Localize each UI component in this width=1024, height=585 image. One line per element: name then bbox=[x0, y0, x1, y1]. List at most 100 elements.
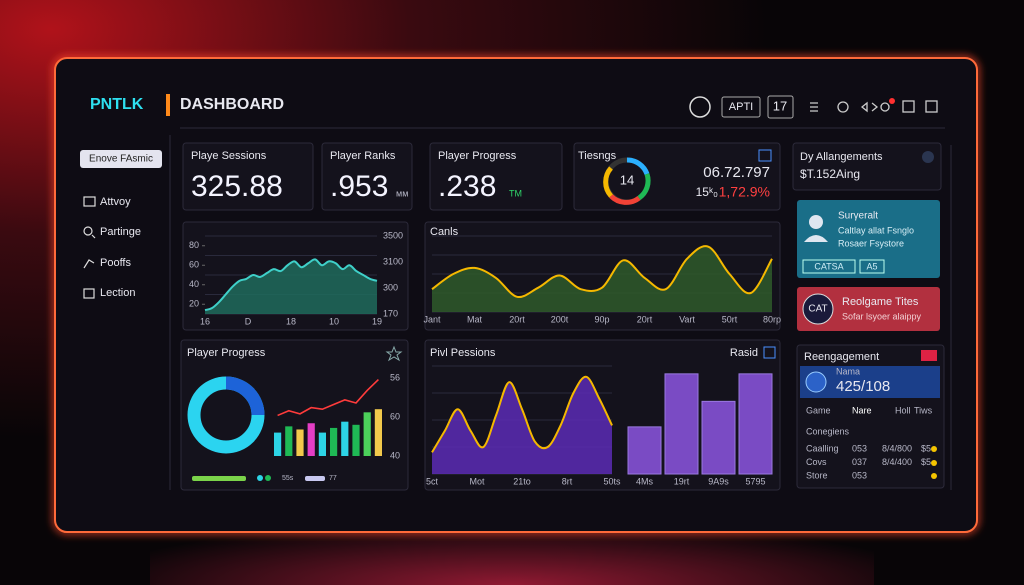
sidebar-button[interactable] bbox=[80, 150, 162, 168]
bar bbox=[374, 409, 382, 456]
x-tick-label: Mat bbox=[467, 314, 483, 324]
realgame-subtitle: Sofar lsyoer alaippy bbox=[842, 311, 922, 321]
bar bbox=[627, 426, 662, 475]
tab[interactable]: Tiws bbox=[914, 405, 933, 415]
realgame-card bbox=[797, 287, 940, 331]
table-cell: $5 bbox=[921, 443, 931, 453]
line bbox=[204, 258, 378, 312]
nav-item[interactable]: Partinge bbox=[100, 226, 141, 238]
button[interactable] bbox=[767, 95, 794, 119]
chart-title: Pivl Pessions bbox=[430, 347, 496, 359]
stat-unit: мм bbox=[396, 188, 408, 198]
title: DASHBOARD bbox=[180, 96, 284, 113]
axis-label: 60 bbox=[390, 411, 400, 421]
badge bbox=[859, 259, 885, 274]
toolbar-icons[interactable] bbox=[810, 100, 938, 113]
x-tick-label: 4Ms bbox=[636, 476, 654, 486]
stat-card bbox=[321, 142, 413, 211]
brand: PNTLK bbox=[90, 96, 144, 113]
stat-unit: TM bbox=[509, 188, 522, 198]
legend-label: 77 bbox=[329, 475, 337, 482]
x-tick-label: 19 bbox=[372, 316, 382, 326]
area bbox=[205, 259, 377, 314]
icon[interactable] bbox=[922, 151, 934, 163]
x-tick-label: 90p bbox=[594, 314, 609, 324]
bar bbox=[363, 412, 371, 456]
gauge bbox=[603, 157, 651, 205]
bar bbox=[341, 421, 349, 456]
star[interactable] bbox=[385, 345, 403, 362]
button[interactable] bbox=[721, 96, 761, 118]
realgame-title: Reolgame Tites bbox=[842, 296, 919, 308]
table-cell: 053 bbox=[852, 443, 867, 453]
avatar bbox=[805, 371, 827, 393]
dot bbox=[265, 475, 271, 481]
x-tick-label: 10 bbox=[329, 316, 339, 326]
clock-icon[interactable] bbox=[689, 96, 711, 118]
x-tick-label: 20rt bbox=[637, 314, 653, 324]
x-tick-label: 8rt bbox=[562, 476, 573, 486]
icon-label: CAT bbox=[808, 304, 827, 315]
badge bbox=[889, 98, 895, 104]
bar bbox=[318, 432, 326, 456]
x-tick-label: 50rt bbox=[722, 314, 738, 324]
nav-item[interactable]: Pooffs bbox=[100, 257, 131, 269]
sidebar-button-label: Enove FAsmic bbox=[89, 154, 153, 165]
checkbox[interactable] bbox=[763, 346, 776, 359]
x-tick-label: 16 bbox=[200, 316, 210, 326]
area bbox=[432, 376, 612, 474]
donut-segment bbox=[225, 376, 265, 416]
legend-label: 55s bbox=[282, 475, 294, 482]
avatar bbox=[804, 235, 828, 242]
line bbox=[431, 375, 613, 453]
y-tick-label: 40 bbox=[189, 279, 199, 289]
bar bbox=[701, 400, 736, 475]
engagement-name: Nama bbox=[836, 366, 860, 376]
tab[interactable]: Game bbox=[806, 405, 831, 415]
y-tick-label: 80 bbox=[189, 240, 199, 250]
x-tick-label: Vart bbox=[679, 314, 695, 324]
stat-label: Playe Sessions bbox=[191, 150, 267, 162]
stat-card bbox=[182, 142, 314, 211]
x-tick-label: 19rt bbox=[674, 476, 690, 486]
checkbox[interactable] bbox=[758, 149, 772, 162]
x-tick-label: 50ts bbox=[603, 476, 621, 486]
flag bbox=[921, 350, 937, 361]
axis-label: 3100 bbox=[383, 256, 403, 266]
badge-label: A5 bbox=[866, 261, 877, 271]
button-label: APTI bbox=[729, 101, 753, 113]
table-cell: Covs bbox=[806, 457, 827, 467]
x-tick-label: 5ct bbox=[426, 476, 439, 486]
section-title: Conegiens bbox=[806, 426, 850, 436]
bar bbox=[330, 427, 338, 456]
tab[interactable]: Holl bbox=[895, 405, 911, 415]
chart-title: Canls bbox=[430, 226, 459, 238]
x-tick-label: D bbox=[245, 316, 252, 326]
icon bbox=[802, 293, 834, 325]
stat-label: Player Ranks bbox=[330, 150, 396, 162]
nav-item[interactable]: Attvoy bbox=[100, 196, 131, 208]
ratings-prefix: 15ᵏ₀ bbox=[696, 185, 718, 199]
x-tick-label: 21to bbox=[513, 476, 531, 486]
chart-card bbox=[180, 339, 409, 491]
dot bbox=[257, 475, 263, 481]
x-tick-label: Mot bbox=[469, 476, 485, 486]
chart-title: Rasid bbox=[730, 347, 758, 359]
table-cell: 8/4/800 bbox=[882, 443, 912, 453]
engagement-table: Caalling 053 8/4/800 $5 Covs 037 8/4/400 $5 Stor… bbox=[806, 443, 931, 480]
ratings-value: 06.72.797 bbox=[703, 164, 770, 181]
table-cell: Caalling bbox=[806, 443, 839, 453]
survey-card bbox=[797, 200, 940, 278]
dot bbox=[931, 446, 937, 452]
x-tick-label: 80rp bbox=[763, 314, 781, 324]
table-cell: 8/4/400 bbox=[882, 457, 912, 467]
arrangements-card bbox=[792, 142, 942, 191]
x-tick-label: 9A9s bbox=[708, 476, 729, 486]
stat-label: Player Progress bbox=[438, 150, 517, 162]
button-label: 17 bbox=[773, 98, 787, 113]
avatar bbox=[809, 215, 823, 229]
bar bbox=[274, 432, 282, 456]
nav-item[interactable]: Lection bbox=[100, 287, 135, 299]
tab[interactable]: Nare bbox=[852, 405, 872, 415]
engagement-title: Reengagement bbox=[804, 351, 879, 363]
